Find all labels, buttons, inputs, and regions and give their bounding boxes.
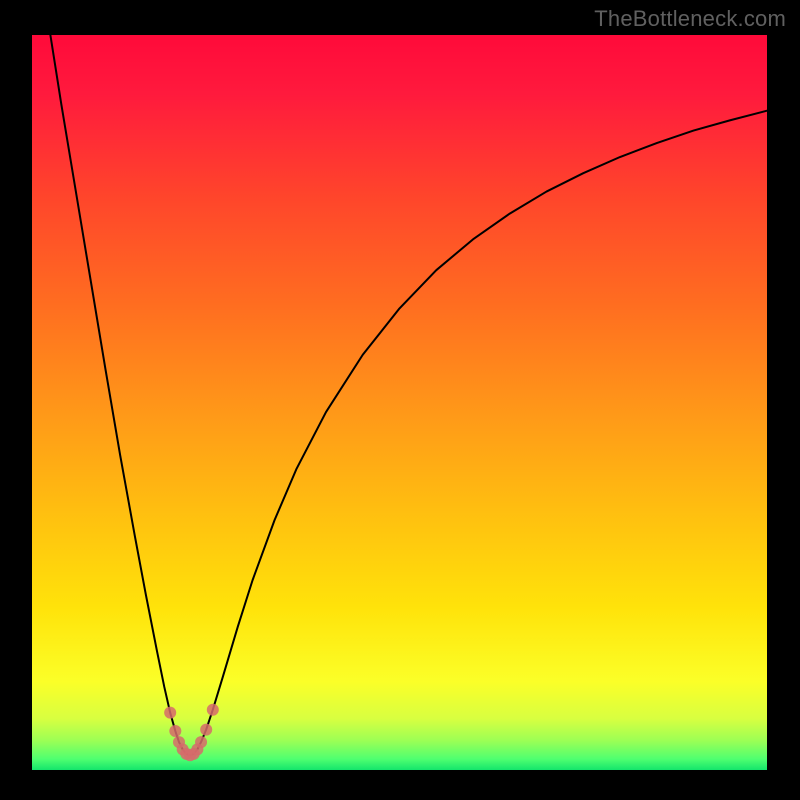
stage: TheBottleneck.com bbox=[0, 0, 800, 800]
plot-frame bbox=[32, 35, 767, 770]
watermark-text: TheBottleneck.com bbox=[594, 6, 786, 32]
